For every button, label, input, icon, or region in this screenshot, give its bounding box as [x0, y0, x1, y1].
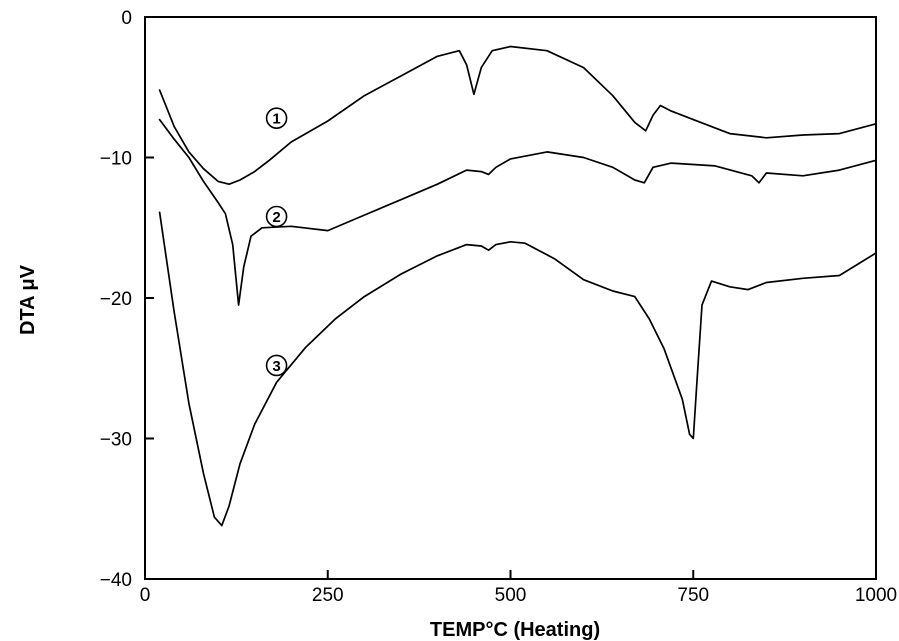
curve-marker-label: 1: [272, 111, 280, 128]
y-axis-label: DTA μV: [17, 264, 39, 335]
axis-ticks: [144, 16, 877, 580]
x-axis-label: TEMP°C (Heating): [430, 619, 600, 641]
curve-marker-circle: [265, 107, 288, 129]
y-tick-label: −30: [100, 430, 132, 451]
x-tick-label: 500: [495, 585, 527, 606]
curve-marker-label: 2: [272, 209, 280, 226]
axis-tick-labels: 0 250 500 750 1000 0 −10 −20 −30 −40: [100, 8, 897, 606]
y-tick-label: −40: [100, 570, 132, 591]
plot-frame: [144, 16, 877, 580]
curve-marker-circle: [265, 205, 288, 228]
y-tick-label: 0: [121, 8, 132, 29]
dta-curve-3: [158, 211, 877, 527]
y-tick-label: −10: [100, 149, 132, 170]
x-tick-label: 250: [312, 585, 344, 606]
x-tick-label: 750: [677, 585, 709, 606]
curve-markers: 1 2 3: [265, 107, 288, 377]
dta-curve-1: [158, 45, 877, 186]
dta-curve-2: [158, 118, 877, 306]
x-tick-label: 0: [140, 585, 151, 606]
curve-marker-label: 3: [272, 358, 280, 375]
y-tick-label: −20: [100, 289, 132, 310]
dta-curves: [158, 45, 877, 527]
curve-marker-circle: [265, 354, 288, 377]
x-tick-label: 1000: [855, 585, 897, 606]
